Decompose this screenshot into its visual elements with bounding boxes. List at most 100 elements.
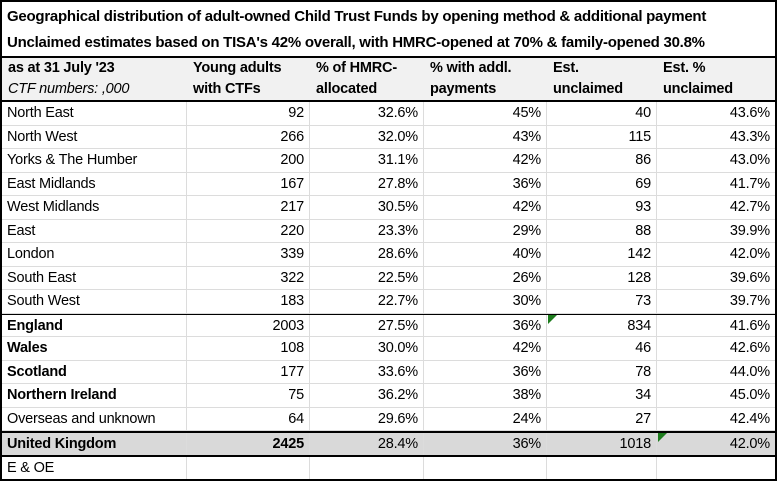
value-cell[interactable]: 42.0% — [729, 436, 770, 452]
empty-cell[interactable] — [310, 457, 424, 479]
value-cell[interactable]: 32.0% — [310, 125, 424, 148]
value-cell[interactable]: 29.6% — [310, 407, 424, 430]
region-name-cell[interactable]: South West — [2, 290, 187, 313]
region-name-cell[interactable]: Northern Ireland — [2, 384, 187, 407]
region-name-cell[interactable]: Overseas and unknown — [2, 407, 187, 430]
header-cell-est-pct-unclaimed[interactable]: Est. % unclaimed — [657, 58, 775, 100]
value-cell[interactable]: 45.0% — [729, 387, 770, 403]
region-name-cell[interactable]: West Midlands — [2, 196, 187, 219]
value-cell[interactable]: 40 — [547, 102, 657, 125]
empty-cell[interactable] — [424, 457, 547, 479]
value-cell[interactable]: 39.9% — [729, 222, 770, 239]
value-cell[interactable]: 42% — [424, 337, 547, 360]
value-cell[interactable]: 36% — [424, 172, 547, 195]
value-cell[interactable]: 29% — [424, 219, 547, 242]
value-cell[interactable]: 45% — [424, 102, 547, 125]
empty-cell[interactable] — [657, 457, 775, 479]
value-cell[interactable]: 43.6% — [729, 105, 770, 121]
value-cell[interactable]: 42.6% — [729, 340, 770, 356]
value-cell[interactable]: 2003 — [187, 314, 310, 336]
value-cell[interactable]: 28.4% — [310, 433, 424, 455]
value-cell[interactable]: 220 — [187, 219, 310, 242]
value-cell[interactable]: 27.5% — [310, 314, 424, 336]
value-cell[interactable]: 46 — [547, 337, 657, 360]
region-name-cell[interactable]: Yorks & The Humber — [2, 149, 187, 172]
value-cell[interactable]: 39.7% — [729, 293, 770, 309]
value-cell[interactable]: 36.2% — [310, 384, 424, 407]
header-cell-hmrc-allocated[interactable]: % of HMRC- allocated — [310, 58, 424, 100]
value-cell[interactable]: 39.6% — [729, 269, 770, 286]
value-cell[interactable]: 40% — [424, 243, 547, 266]
value-cell[interactable]: 30.5% — [310, 196, 424, 219]
value-cell[interactable]: 75 — [187, 384, 310, 407]
value-cell[interactable]: 41.6% — [729, 317, 770, 334]
value-cell[interactable]: 41.7% — [729, 175, 770, 192]
value-cell[interactable]: 115 — [547, 125, 657, 148]
value-cell[interactable]: 177 — [187, 360, 310, 383]
value-cell[interactable]: 73 — [547, 290, 657, 313]
value-cell[interactable]: 26% — [424, 266, 547, 289]
header-cell-est-unclaimed[interactable]: Est. unclaimed — [547, 58, 657, 100]
value-cell[interactable]: 22.7% — [310, 290, 424, 313]
value-cell[interactable]: 31.1% — [310, 149, 424, 172]
header-cell-young-adults[interactable]: Young adults with CTFs — [187, 58, 310, 100]
value-cell[interactable]: 34 — [547, 384, 657, 407]
region-name-cell[interactable]: North West — [2, 125, 187, 148]
value-cell[interactable]: 23.3% — [310, 219, 424, 242]
region-name-cell[interactable]: London — [2, 243, 187, 266]
value-cell[interactable]: 64 — [187, 407, 310, 430]
value-cell[interactable]: 86 — [547, 149, 657, 172]
empty-cell[interactable] — [187, 457, 310, 479]
value-cell[interactable]: 200 — [187, 149, 310, 172]
region-name-cell[interactable]: England — [2, 314, 187, 336]
value-cell[interactable]: 42% — [424, 196, 547, 219]
value-cell[interactable]: 43% — [424, 125, 547, 148]
value-cell[interactable]: 27 — [547, 407, 657, 430]
value-cell[interactable]: 42.0% — [729, 246, 770, 262]
region-name-cell[interactable]: North East — [2, 102, 187, 125]
value-cell[interactable]: 108 — [187, 337, 310, 360]
value-cell[interactable]: 24% — [424, 407, 547, 430]
value-cell[interactable]: 28.6% — [310, 243, 424, 266]
value-cell[interactable]: 36% — [424, 360, 547, 383]
value-cell[interactable]: 322 — [187, 266, 310, 289]
value-cell[interactable]: 42.7% — [729, 199, 770, 215]
value-cell[interactable]: 217 — [187, 196, 310, 219]
value-cell[interactable]: 22.5% — [310, 266, 424, 289]
value-cell[interactable]: 33.6% — [310, 360, 424, 383]
value-cell[interactable]: 167 — [187, 172, 310, 195]
value-cell[interactable]: 88 — [547, 219, 657, 242]
value-cell[interactable]: 69 — [547, 172, 657, 195]
value-cell[interactable]: 128 — [547, 266, 657, 289]
value-cell[interactable]: 43.3% — [729, 128, 770, 145]
value-cell[interactable]: 44.0% — [729, 363, 770, 380]
value-cell[interactable]: 183 — [187, 290, 310, 313]
value-cell[interactable]: 36% — [424, 433, 547, 455]
header-cell-addl-payments[interactable]: % with addl. payments — [424, 58, 547, 100]
value-cell[interactable]: 27.8% — [310, 172, 424, 195]
value-cell[interactable]: 43.0% — [729, 152, 770, 168]
eoe-label-cell[interactable]: E & OE — [2, 457, 187, 479]
value-cell[interactable]: 30% — [424, 290, 547, 313]
value-cell[interactable]: 42.4% — [729, 410, 770, 427]
value-cell[interactable]: 834 — [547, 314, 657, 336]
value-cell[interactable]: 92 — [187, 102, 310, 125]
value-cell[interactable]: 2425 — [187, 433, 310, 455]
region-name-cell[interactable]: Wales — [2, 337, 187, 360]
value-cell[interactable]: 36% — [424, 314, 547, 336]
value-cell[interactable]: 93 — [547, 196, 657, 219]
value-cell[interactable]: 30.0% — [310, 337, 424, 360]
region-name-cell[interactable]: East Midlands — [2, 172, 187, 195]
value-cell[interactable]: 1018 — [547, 433, 657, 455]
region-name-cell[interactable]: South East — [2, 266, 187, 289]
region-name-cell[interactable]: Scotland — [2, 360, 187, 383]
region-name-cell[interactable]: United Kingdom — [2, 433, 187, 455]
value-cell[interactable]: 38% — [424, 384, 547, 407]
value-cell[interactable]: 339 — [187, 243, 310, 266]
empty-cell[interactable] — [547, 457, 657, 479]
region-name-cell[interactable]: East — [2, 219, 187, 242]
value-cell[interactable]: 42% — [424, 149, 547, 172]
value-cell[interactable]: 78 — [547, 360, 657, 383]
header-cell-asat[interactable]: as at 31 July '23 CTF numbers: ,000 — [2, 58, 187, 100]
value-cell[interactable]: 266 — [187, 125, 310, 148]
